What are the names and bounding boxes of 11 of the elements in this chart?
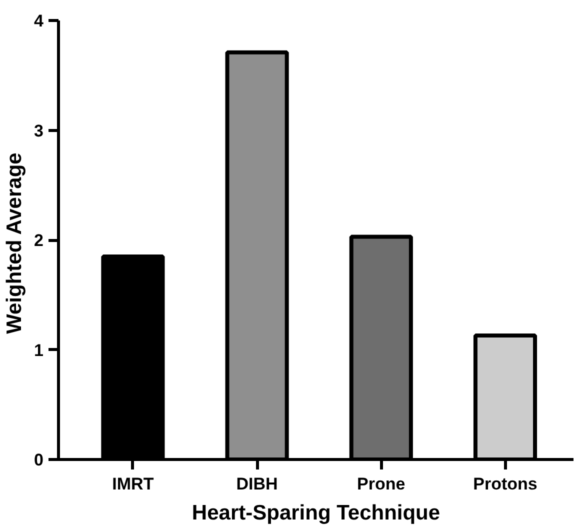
y-axis-title: Weighted Average xyxy=(3,152,26,334)
x-tick-label: Protons xyxy=(473,474,538,494)
x-tick-label: IMRT xyxy=(112,474,154,494)
y-tick-label: 0 xyxy=(34,450,44,470)
x-tick-label: DIBH xyxy=(236,474,278,494)
x-axis-title: Heart-Sparing Technique xyxy=(192,502,440,524)
y-tick-label: 4 xyxy=(34,12,44,30)
y-tick-label: 1 xyxy=(34,340,44,360)
x-tick-label: Prone xyxy=(357,474,406,494)
y-tick-label: 3 xyxy=(34,121,44,140)
y-tick-label: 2 xyxy=(34,231,44,250)
